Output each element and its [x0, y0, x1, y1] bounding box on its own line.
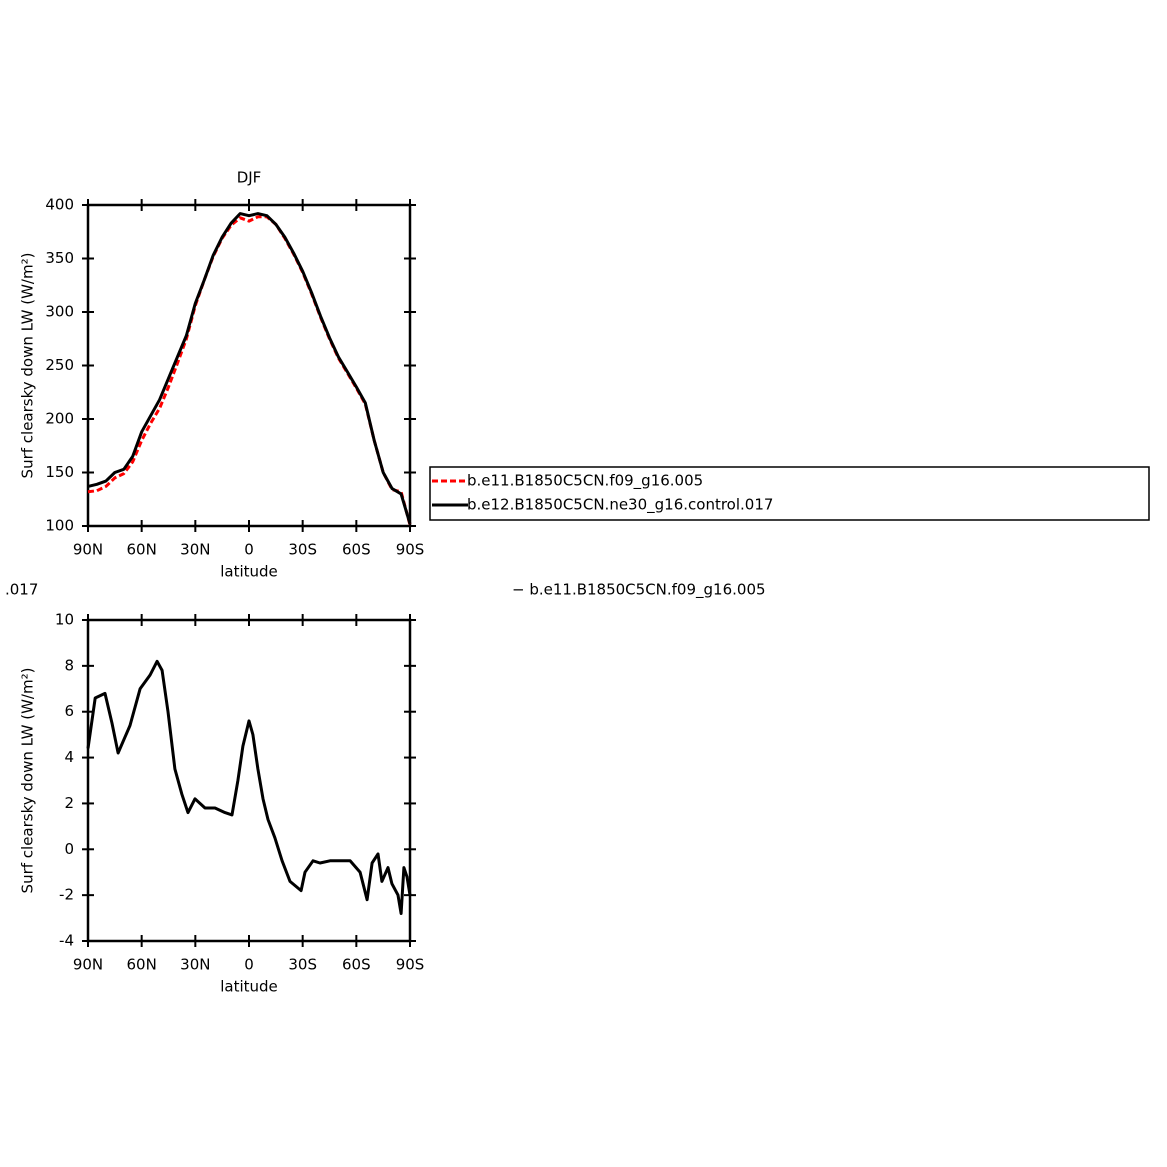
x-tick-label: 30S	[288, 956, 317, 974]
y-tick-label: -2	[59, 886, 74, 904]
y-tick-label: -4	[59, 932, 74, 950]
plot-frame	[86, 203, 412, 528]
x-tick-label: 60N	[127, 541, 157, 559]
y-axis-label: Surf clearsky down LW (W/m²)	[19, 668, 37, 894]
x-tick-label: 90S	[396, 541, 425, 559]
x-tick-label: 0	[244, 541, 254, 559]
y-tick-label: 10	[55, 611, 74, 629]
chart-title: DJF	[237, 169, 262, 187]
x-tick-label: 90S	[396, 956, 425, 974]
x-axis-label: latitude	[220, 563, 278, 581]
data-line	[87, 212, 412, 525]
y-tick-label: 0	[64, 840, 74, 858]
x-tick-label: 90N	[73, 541, 103, 559]
x-tick-label: 60N	[127, 956, 157, 974]
x-tick-label: 30N	[180, 956, 210, 974]
legend-box	[429, 466, 1150, 521]
y-tick-label: 250	[45, 356, 74, 374]
x-axis-label: latitude	[220, 978, 278, 996]
annotation: .017	[5, 581, 38, 599]
x-tick-label: 60S	[342, 956, 371, 974]
y-tick-label: 400	[45, 196, 74, 214]
y-tick-label: 8	[64, 656, 74, 674]
x-tick-label: 0	[244, 956, 254, 974]
x-tick-label: 30N	[180, 541, 210, 559]
y-tick-label: 150	[45, 463, 74, 481]
plot-frame	[86, 618, 412, 943]
data-line	[86, 659, 412, 915]
y-tick-label: 4	[64, 748, 74, 766]
y-tick-label: 6	[64, 702, 74, 720]
y-tick-label: 350	[45, 249, 74, 267]
data-line	[87, 215, 412, 526]
legend-label: b.e11.B1850C5CN.f09_g16.005	[467, 472, 703, 491]
y-tick-label: 100	[45, 517, 74, 535]
y-tick-label: 2	[64, 794, 74, 812]
x-tick-label: 30S	[288, 541, 317, 559]
y-axis-label: Surf clearsky down LW (W/m²)	[19, 253, 37, 479]
y-tick-label: 300	[45, 303, 74, 321]
x-tick-label: 60S	[342, 541, 371, 559]
y-tick-label: 200	[45, 410, 74, 428]
x-tick-label: 90N	[73, 956, 103, 974]
annotation: − b.e11.B1850C5CN.f09_g16.005	[512, 581, 766, 600]
legend-label: b.e12.B1850C5CN.ne30_g16.control.017	[467, 496, 773, 515]
